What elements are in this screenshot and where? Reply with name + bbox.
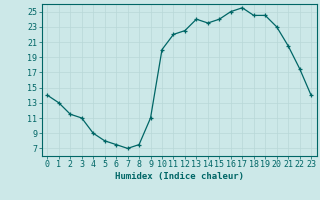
X-axis label: Humidex (Indice chaleur): Humidex (Indice chaleur) bbox=[115, 172, 244, 181]
